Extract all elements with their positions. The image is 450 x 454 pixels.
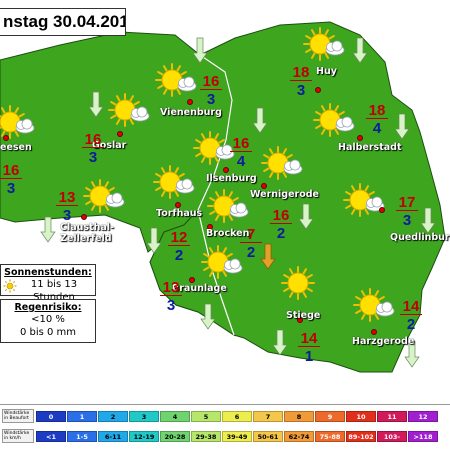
temperature-value: 13 [160,280,182,296]
temperature-value: 14 [400,299,422,315]
rain-percent: <10 % [1,313,95,326]
legend-kmh-cell: 50-61 [253,431,283,442]
wind-force-value: 2 [240,245,262,260]
legend-kmh-cell: 29-38 [191,431,221,442]
city-label: Halberstadt [338,142,402,153]
city-dot [81,214,87,220]
city-label: Torfhaus [156,208,202,219]
wind-force-value: 2 [400,317,422,332]
wind-force-value: 1 [298,349,320,364]
legend-beaufort-cell: 11 [377,411,407,422]
legend-beaufort-cell: 1 [67,411,97,422]
city-label: Huy [316,66,337,77]
legend-beaufort-cell: 8 [284,411,314,422]
legend-beaufort-cell: 0 [36,411,66,422]
legend-beaufort-cell: 12 [408,411,438,422]
legend-beaufort-cell: 2 [98,411,128,422]
temperature-value: 16 [0,163,22,179]
legend-kmh-cell: 75-88 [315,431,345,442]
legend-beaufort-cell: 5 [191,411,221,422]
city-label: Vienenburg [160,107,222,118]
city-label: Clausthal- Zellerfeld [60,222,114,244]
temperature-value: 18 [366,103,388,119]
temperature-value: 16 [270,208,292,224]
legend-kmh-cell: >118 [408,431,438,442]
sunshine-box: Sonnenstunden: 11 bis 13 Stunden [0,264,96,296]
wind-force-value: 3 [290,83,312,98]
wind-force-value: 3 [82,150,104,165]
city-label: Ilsenburg [206,173,257,184]
legend-kmh-cell: 103-117 [377,431,407,442]
legend-beaufort-cell: 3 [129,411,159,422]
legend-kmh-cell: <1 [36,431,66,442]
city-label: Wernigerode [250,189,319,200]
forecast-title: nstag 30.04.2019 [0,8,126,36]
rain-label: Regenrisiko: [1,302,95,313]
wind-force-value: 4 [366,121,388,136]
city-label: Quedlinburg [390,232,450,243]
legend-kmh-cell: 1-5 [67,431,97,442]
city-label: Stiege [286,310,320,321]
legend-beaufort-cell: 10 [346,411,376,422]
legend-beaufort-label: Windstärke in Beaufort [2,409,34,423]
legend-kmh-cell: 20-28 [160,431,190,442]
legend-kmh-cell: 12-19 [129,431,159,442]
city-dot [357,135,363,141]
legend-beaufort-cell: 6 [222,411,252,422]
wind-force-value: 3 [0,181,22,196]
legend-kmh-cell: 89-102 [346,431,376,442]
rain-amount: 0 bis 0 mm [1,326,95,339]
wind-force-value: 3 [200,92,222,107]
city-dot [371,329,377,335]
city-dot [3,135,9,141]
temperature-value: 14 [298,331,320,347]
city-dot [315,87,321,93]
wind-arrow [41,217,55,242]
legend-kmh-cell: 62-74 [284,431,314,442]
temperature-value: 13 [56,190,78,206]
legend-beaufort-cell: 4 [160,411,190,422]
city-label: Harzgerode [352,336,414,347]
sunshine-label: Sonnenstunden: [1,267,95,278]
city-dot [187,99,193,105]
legend-kmh-label: Windstärke in km/h [2,429,34,443]
rain-box: Regenrisiko: <10 % 0 bis 0 mm [0,299,96,343]
temperature-value: 7 [240,227,262,243]
city-label: eesen [0,142,32,153]
legend-beaufort-cell: 7 [253,411,283,422]
temperature-value: 16 [230,136,252,152]
legend-beaufort-cell: 9 [315,411,345,422]
sun-mini-icon [3,279,17,293]
city-dot [379,207,385,213]
wind-force-value: 2 [270,226,292,241]
temperature-value: 17 [396,195,418,211]
wind-force-value: 3 [160,298,182,313]
wind-force-value: 3 [396,213,418,228]
legend-kmh-cell: 39-49 [222,431,252,442]
wind-force-value: 3 [56,208,78,223]
wind-force-value: 4 [230,154,252,169]
temperature-value: 16 [200,74,222,90]
wind-force-value: 2 [168,248,190,263]
legend-kmh-cell: 6-11 [98,431,128,442]
temperature-value: 12 [168,230,190,246]
temperature-value: 16 [82,132,104,148]
city-dot [117,131,123,137]
temperature-value: 18 [290,65,312,81]
